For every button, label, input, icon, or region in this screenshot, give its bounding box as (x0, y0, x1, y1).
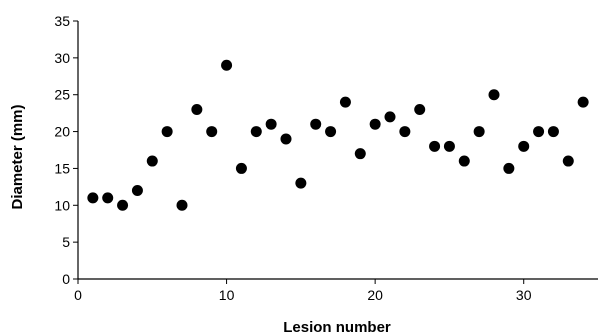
data-point (280, 133, 292, 145)
data-point (325, 126, 337, 138)
y-axis-title: Diameter (mm) (9, 104, 26, 209)
data-point (339, 96, 351, 108)
y-tick-label: 25 (54, 87, 70, 103)
data-point (384, 111, 396, 123)
x-axis-title: Lesion number (283, 319, 391, 335)
y-tick-label: 35 (54, 13, 70, 29)
y-axis-ticks: 0 5 10 15 20 25 30 35 (54, 13, 78, 287)
data-point (117, 199, 129, 211)
data-point (206, 126, 218, 138)
x-tick-label: 0 (74, 287, 82, 303)
data-point (562, 155, 574, 167)
x-tick-label: 20 (367, 287, 383, 303)
data-point (310, 118, 322, 130)
data-point (547, 126, 559, 138)
data-point (87, 192, 99, 204)
data-point (221, 59, 233, 71)
data-point (488, 89, 500, 101)
y-tick-label: 10 (54, 197, 70, 213)
data-point (250, 126, 262, 138)
data-point (533, 126, 545, 138)
data-point (369, 118, 381, 130)
data-point (354, 148, 366, 160)
x-tick-label: 30 (516, 287, 532, 303)
data-point (131, 185, 143, 197)
data-point (146, 155, 158, 167)
x-axis-ticks: 0 10 20 30 (74, 279, 532, 303)
data-point (577, 96, 589, 108)
x-tick-label: 10 (219, 287, 235, 303)
y-tick-label: 0 (62, 271, 70, 287)
data-point (191, 103, 203, 115)
plot-area (77, 21, 598, 280)
data-point (503, 162, 515, 174)
data-point (265, 118, 277, 130)
y-tick-label: 5 (62, 234, 70, 250)
data-point (518, 140, 530, 152)
data-point (414, 103, 426, 115)
data-point (295, 177, 307, 189)
data-point (235, 162, 247, 174)
data-point (443, 140, 455, 152)
data-point (458, 155, 470, 167)
data-point (429, 140, 441, 152)
data-point (161, 126, 173, 138)
y-tick-label: 15 (54, 160, 70, 176)
y-tick-label: 20 (54, 124, 70, 140)
data-point (473, 126, 485, 138)
y-tick-label: 30 (54, 50, 70, 66)
data-points (87, 59, 589, 211)
data-point (176, 199, 188, 211)
data-point (102, 192, 114, 204)
data-point (399, 126, 411, 138)
